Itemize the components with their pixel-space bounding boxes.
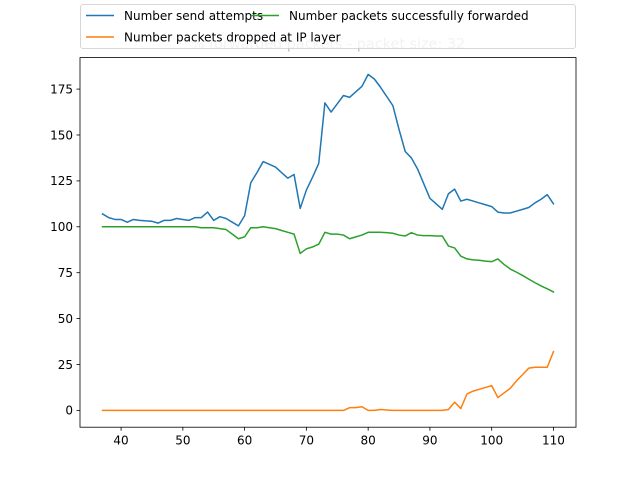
y-tick-label: 100 [50,220,73,234]
y-tick-label: 25 [58,358,73,372]
y-tick-label: 75 [58,266,73,280]
series-line-2 [101,350,555,412]
axes-frame [79,57,577,428]
y-tick-label: 125 [50,174,73,188]
legend-box [80,4,576,49]
x-tick-label: 40 [113,434,128,448]
x-tick-label: 110 [542,434,565,448]
x-tick-label: 100 [480,434,503,448]
x-tick-label: 80 [361,434,376,448]
legend-label-2: Number packets dropped at IP layer [124,30,341,44]
y-tick-label: 175 [50,82,73,96]
series-line-1 [101,226,555,293]
plot-area: 40 50 60 70 80 90 100 110 0 25 50 75 100 125 150 175 [50,57,577,448]
y-tick-label: 150 [50,128,73,142]
legend-label-0: Number send attempts [124,9,263,23]
x-tick-label: 60 [237,434,252,448]
x-tick-label: 50 [175,434,190,448]
legend-label-1: Number packets successfully forwarded [289,9,529,23]
x-tick-label: 90 [422,434,437,448]
y-tick-label: 0 [65,404,73,418]
y-tick-label: 50 [58,312,73,326]
series-line-0 [101,73,555,227]
legend: Number send attempts Number packets succe… [80,4,576,49]
x-tick-label: 70 [299,434,314,448]
